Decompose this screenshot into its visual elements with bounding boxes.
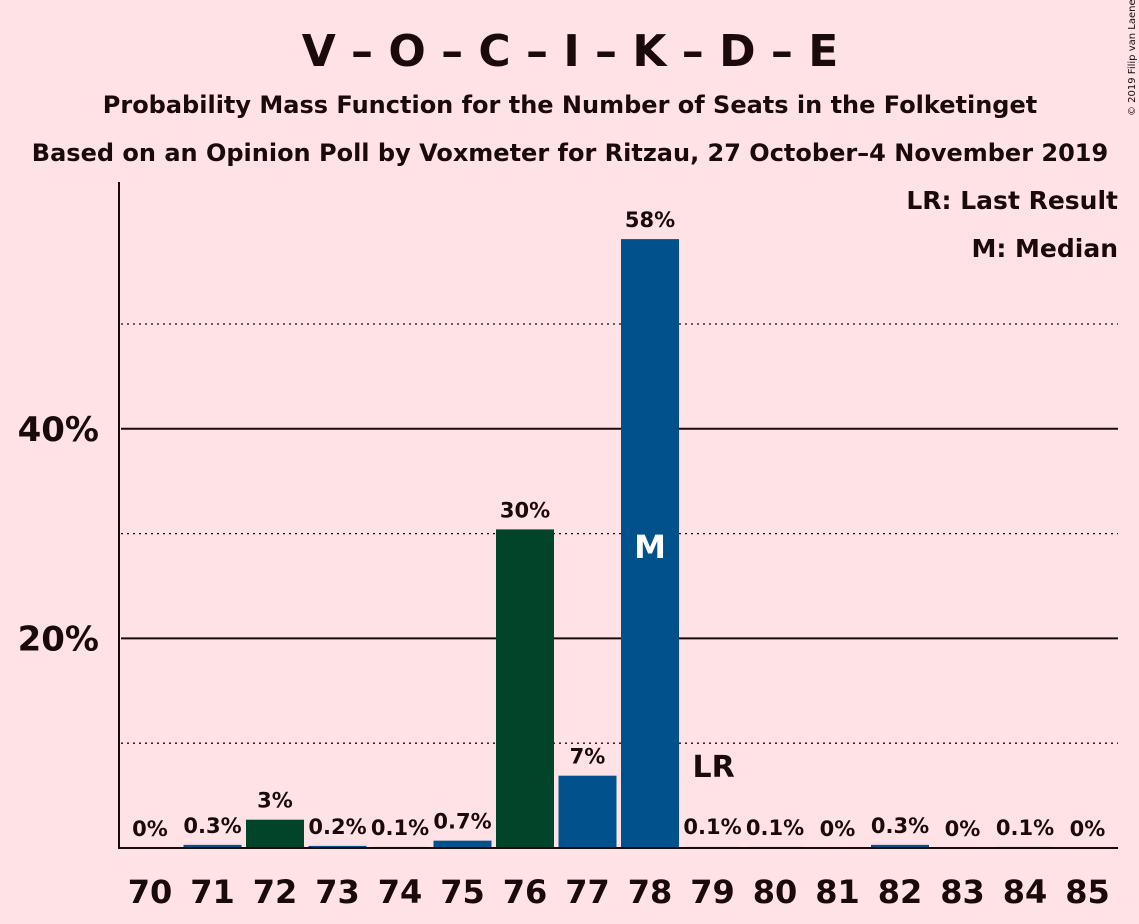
bar-72 [246,819,304,848]
data-label-80: 0.1% [746,816,804,840]
last-result-marker: LR [693,750,735,785]
legend-last-result: LR: Last Result [906,186,1118,215]
y-tick-label: 20% [18,619,99,659]
bar-73 [308,845,367,848]
bar-77 [558,775,617,848]
y-tick-label: 40% [18,410,99,450]
data-label-72: 3% [257,789,293,813]
bar-71 [183,844,242,848]
markers: M LR [634,528,735,785]
data-label-70: 0% [132,817,168,841]
x-tick-label: 81 [815,873,860,911]
x-tick-label: 85 [1065,873,1110,911]
x-tick-label: 70 [128,873,173,911]
x-tick-label: 73 [315,873,360,911]
data-labels: 0% 0.3%3%0.2% 0.1% 0.7%30%7%58%0.1% 0.1% 0% 0.… [132,208,1105,841]
chart-subtitle: Probability Mass Function for the Number… [103,91,1037,119]
x-tick-label: 77 [565,873,610,911]
x-tick-label: 80 [753,873,798,911]
data-label-76: 30% [500,498,550,522]
gridlines [121,323,1118,744]
data-label-74: 0.1% [371,816,429,840]
data-label-79: 0.1% [683,815,741,839]
median-marker: M [634,528,666,566]
x-tick-label: 71 [190,873,235,911]
x-tick-label: 82 [878,873,923,911]
x-tick-label: 83 [940,873,985,911]
x-tick-label: 75 [440,873,485,911]
x-tick-label: 74 [378,873,423,911]
legend-median: M: Median [971,234,1118,263]
x-tick-label: 79 [690,873,735,911]
x-axis-ticks: 70 71 72 73 74 75 76 77 78 79 80 81 82 83 84 85 [128,873,1110,911]
data-label-78: 58% [625,208,675,232]
data-label-73: 0.2% [308,815,366,839]
copyright-notice: © 2019 Filip van Laenen [1127,0,1138,116]
data-label-83: 0% [945,817,981,841]
x-tick-label: 72 [253,873,298,911]
x-tick-label: 78 [628,873,673,911]
chart-subtitle-poll: Based on an Opinion Poll by Voxmeter for… [32,139,1108,167]
bar-76 [496,529,554,848]
x-tick-label: 76 [503,873,548,911]
data-label-77: 7% [570,745,606,769]
data-label-81: 0% [820,817,856,841]
bar-78 [621,239,679,848]
x-tick-label: 84 [1003,873,1048,911]
bars [183,239,1054,849]
chart-title: V – O – C – I – K – D – E [302,26,839,77]
data-label-75: 0.7% [433,810,491,834]
data-label-84: 0.1% [996,816,1054,840]
bar-75 [433,840,492,848]
bar-82 [871,844,929,848]
data-label-85: 0% [1070,817,1106,841]
data-label-82: 0.3% [871,814,929,838]
y-axis-ticks: 20% 40% [18,410,99,660]
data-label-71: 0.3% [183,814,241,838]
